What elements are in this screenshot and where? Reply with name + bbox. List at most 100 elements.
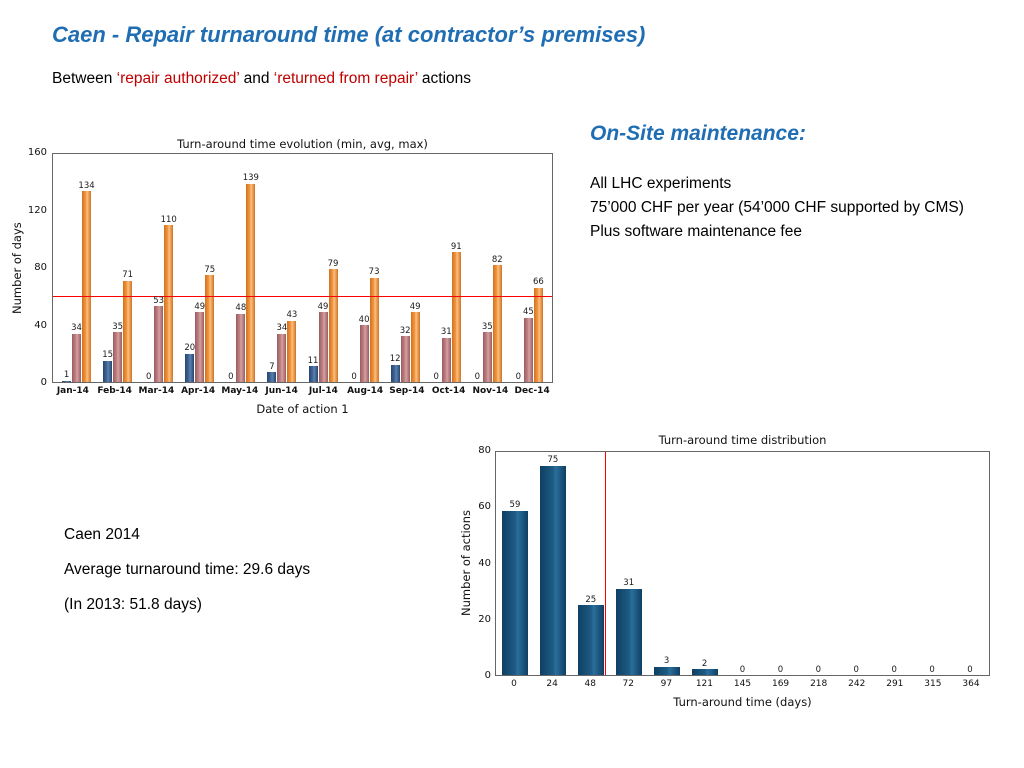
distribution-bar: 59 xyxy=(501,501,528,675)
bar-value-label: 49 xyxy=(194,301,206,312)
distribution-xticks: 0 24 48 72 97 121 145 169 218 242 291 315 364 xyxy=(495,679,990,689)
bar-group: 1 34 134 xyxy=(56,154,97,382)
bar-value-label: 0 xyxy=(929,664,935,675)
bar-value-label: 0 xyxy=(815,664,822,675)
distribution-bar: 31 xyxy=(615,579,642,675)
bar-value-label: 79 xyxy=(327,258,339,269)
max-bar: 91 xyxy=(451,243,462,382)
bar-value-label: 34 xyxy=(71,323,82,334)
bar-value-label: 0 xyxy=(739,664,746,675)
bar-value-label: 15 xyxy=(102,350,114,361)
bar-value-label: 12 xyxy=(389,354,401,365)
bar-slot: 0 xyxy=(913,452,951,675)
bar-value-label: 49 xyxy=(409,301,421,312)
x-tick-label: 0 xyxy=(511,679,517,689)
bar-slot: 3 xyxy=(648,452,686,675)
y-tick-label: 40 xyxy=(478,557,491,569)
distribution-bar: 2 xyxy=(691,660,718,675)
onsite-heading: On-Site maintenance: xyxy=(590,122,806,145)
subtitle-text-suffix: actions xyxy=(417,70,472,87)
y-tick-label: 20 xyxy=(478,613,491,625)
bar-value-label: 45 xyxy=(522,307,534,318)
bar-value-label: 0 xyxy=(474,371,481,382)
bar-value-label: 20 xyxy=(184,343,196,353)
y-tick-label: 0 xyxy=(40,377,47,388)
max-bar: 73 xyxy=(369,268,379,382)
avg-bar: 40 xyxy=(359,315,369,382)
bar-value-label: 139 xyxy=(242,173,259,184)
bar-value-label: 66 xyxy=(532,277,544,288)
bar-group: 11 49 79 xyxy=(302,154,343,382)
distribution-x-axis-label: Turn-around time (days) xyxy=(673,695,812,709)
evolution-xticks: Jan-14 Feb-14 Mar-14 Apr-14 May-14 Jun-14 Jul-… xyxy=(52,386,553,396)
subtitle-term-repair-authorized: ‘repair authorized’ xyxy=(116,70,240,87)
bar-group: 0 48 139 xyxy=(220,154,261,382)
bar-value-label: 49 xyxy=(317,301,329,312)
x-tick-label: 24 xyxy=(546,679,558,689)
x-tick-label: 72 xyxy=(622,679,634,689)
bar-value-label: 0 xyxy=(433,371,439,382)
bar-value-label: 82 xyxy=(491,254,503,265)
bar-value-label: 0 xyxy=(515,371,522,382)
bar-value-label: 53 xyxy=(153,295,165,306)
x-tick-label: 48 xyxy=(584,679,596,689)
evolution-yticks: 0 40 80 120 160 xyxy=(20,148,49,388)
bar-slot: 2 xyxy=(686,452,724,675)
bar-value-label: 35 xyxy=(481,321,493,332)
bar-value-label: 32 xyxy=(399,325,411,336)
bar-value-label: 3 xyxy=(663,656,670,667)
bar-group: 0 45 66 xyxy=(508,154,549,382)
onsite-line-cost: 75’000 CHF per year (54’000 CHF supporte… xyxy=(590,199,964,216)
x-tick-label: 315 xyxy=(924,679,942,689)
bar-value-label: 0 xyxy=(967,664,973,675)
bar-value-label: 40 xyxy=(358,314,370,325)
bar-value-label: 0 xyxy=(351,371,357,382)
avg-bar: 45 xyxy=(523,308,534,382)
x-tick-label: May-14 xyxy=(221,386,259,396)
max-bar: 110 xyxy=(161,216,177,382)
min-bar: 7 xyxy=(267,363,277,382)
x-tick-label: Oct-14 xyxy=(431,386,466,396)
avg-bar: 35 xyxy=(482,323,493,382)
y-tick-label: 120 xyxy=(27,204,47,216)
x-tick-label: 218 xyxy=(810,679,828,689)
max-bar: 82 xyxy=(492,256,503,382)
bar-slot: 25 xyxy=(572,452,610,675)
summary-block: Caen 2014 Average turnaround time: 29.6 … xyxy=(64,524,310,629)
subtitle-text-prefix: Between xyxy=(52,70,117,87)
bar-group: 0 40 73 xyxy=(344,154,385,382)
distribution-chart-title: Turn-around time distribution xyxy=(658,433,827,447)
y-tick-label: 80 xyxy=(34,262,47,273)
bar-value-label: 25 xyxy=(585,594,597,605)
evolution-chart-title: Turn-around time evolution (min, avg, ma… xyxy=(177,137,428,151)
x-tick-label: Aug-14 xyxy=(347,386,384,396)
subtitle-term-returned-from-repair: ‘returned from repair’ xyxy=(273,70,418,87)
max-bar: 79 xyxy=(328,260,338,382)
min-bar: 15 xyxy=(102,351,113,382)
bar-value-label: 0 xyxy=(891,664,897,675)
min-bar: 11 xyxy=(308,357,318,382)
bar-group: 12 32 49 xyxy=(385,154,426,382)
x-tick-label: 291 xyxy=(886,679,904,689)
avg-bar: 53 xyxy=(153,297,164,382)
slide-subtitle: Between ‘repair authorized’ and ‘returne… xyxy=(52,70,471,88)
bar-value-label: 134 xyxy=(78,180,95,191)
x-tick-label: Jul-14 xyxy=(308,386,338,396)
onsite-line-software-fee: Plus software maintenance fee xyxy=(590,223,802,240)
bar-value-label: 0 xyxy=(228,371,234,382)
distribution-plot: 59 75 25 31 3 2 0 0 0 0 0 0 0 xyxy=(495,451,990,676)
x-tick-label: Nov-14 xyxy=(472,386,509,396)
distribution-bar: 25 xyxy=(577,596,604,675)
bar-slot: 0 xyxy=(761,452,799,675)
max-bar: 66 xyxy=(533,278,544,382)
bar-slot: 0 xyxy=(951,452,989,675)
evolution-chart: Turn-around time evolution (min, avg, ma… xyxy=(8,130,568,422)
bar-slot: 0 xyxy=(837,452,875,675)
distribution-bar: 3 xyxy=(653,657,680,675)
max-bar: 43 xyxy=(287,311,297,382)
x-tick-label: Sep-14 xyxy=(389,386,425,396)
x-tick-label: Feb-14 xyxy=(97,386,132,396)
avg-bar: 49 xyxy=(194,303,205,382)
x-tick-label: Jun-14 xyxy=(265,386,298,396)
